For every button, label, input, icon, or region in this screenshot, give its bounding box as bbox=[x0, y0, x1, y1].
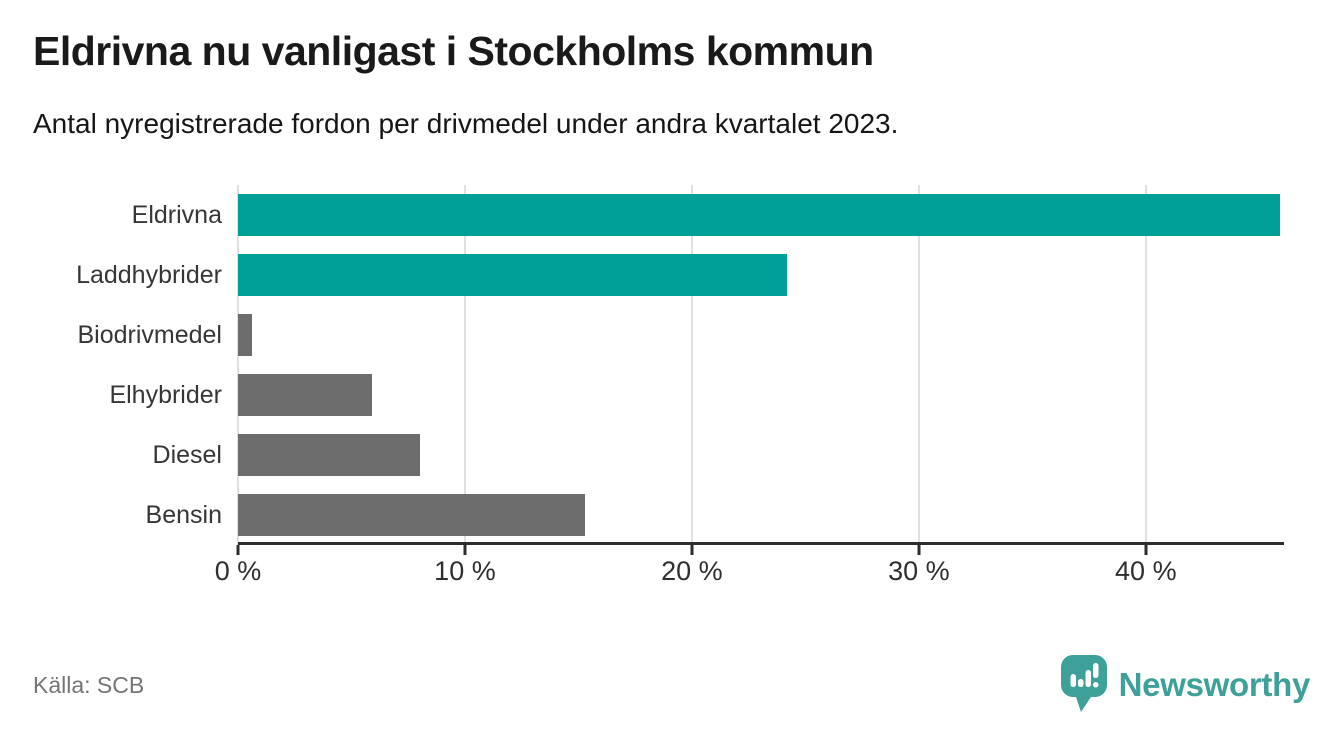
category-label: Bensin bbox=[145, 500, 222, 529]
y-axis-category-labels: Eldrivna Laddhybrider Biodrivmedel Elhybrid… bbox=[0, 185, 222, 545]
x-axis-tick bbox=[690, 545, 694, 555]
brand-logo: Newsworthy bbox=[1060, 655, 1311, 715]
x-axis-tick bbox=[1144, 545, 1148, 555]
category-label: Eldrivna bbox=[131, 200, 222, 229]
gridline bbox=[463, 185, 466, 545]
bar-row bbox=[238, 185, 1282, 245]
brand-name: Newsworthy bbox=[1118, 666, 1311, 703]
x-tick-label: 10 % bbox=[434, 556, 496, 586]
bar-diesel bbox=[238, 434, 420, 476]
category-label: Laddhybrider bbox=[76, 260, 222, 289]
newsworthy-bubble-chart-icon bbox=[1060, 655, 1107, 715]
source-note: Källa: SCB bbox=[33, 672, 145, 698]
x-axis-tick bbox=[463, 545, 467, 555]
bar-bensin bbox=[238, 494, 586, 536]
bar-row bbox=[238, 485, 1282, 545]
gridline bbox=[917, 185, 920, 545]
bar-row bbox=[238, 245, 1282, 305]
x-tick-label: 20 % bbox=[661, 556, 723, 586]
x-axis-tick bbox=[236, 545, 240, 555]
bar-row bbox=[238, 305, 1282, 365]
bar-elhybrider bbox=[238, 374, 372, 416]
bars-container bbox=[238, 185, 1282, 545]
bar-row bbox=[238, 425, 1282, 485]
x-tick-label: 40 % bbox=[1115, 556, 1177, 586]
category-label: Elhybrider bbox=[109, 380, 222, 409]
category-label: Biodrivmedel bbox=[77, 320, 222, 349]
bar-row bbox=[238, 365, 1282, 425]
category-label: Diesel bbox=[152, 440, 222, 469]
bar-laddhybrider bbox=[238, 254, 788, 296]
x-tick-label: 0 % bbox=[214, 556, 262, 586]
x-tick-label: 30 % bbox=[888, 556, 950, 586]
plot-area bbox=[237, 185, 1282, 545]
chart-title: Eldrivna nu vanligast i Stockholms kommu… bbox=[33, 28, 874, 74]
chart-subtitle: Antal nyregistrerade fordon per drivmede… bbox=[33, 108, 899, 139]
x-axis-line bbox=[238, 542, 1284, 545]
gridline bbox=[1144, 185, 1147, 545]
x-axis-tick bbox=[917, 545, 921, 555]
gridline bbox=[690, 185, 693, 545]
gridline bbox=[237, 185, 239, 545]
bar-biodrivmedel bbox=[238, 314, 252, 356]
bar-eldrivna bbox=[238, 194, 1280, 236]
